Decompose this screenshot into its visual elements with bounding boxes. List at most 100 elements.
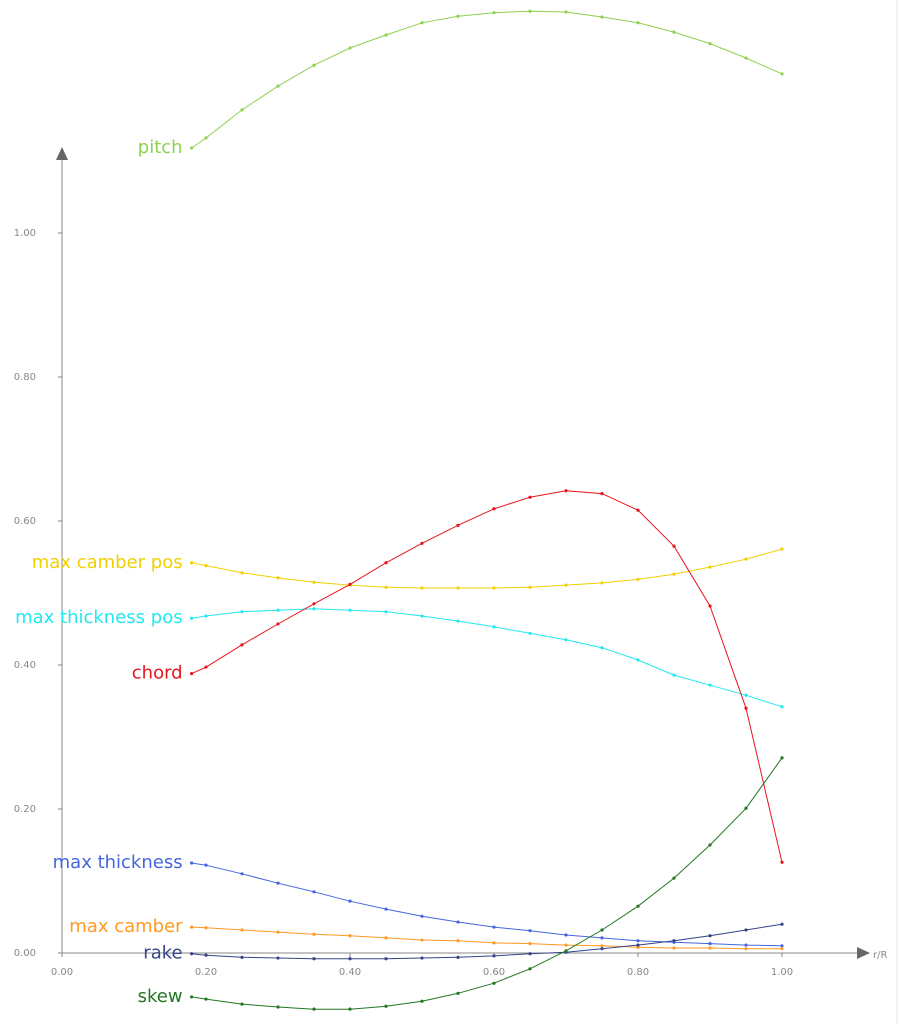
point xyxy=(492,941,496,945)
point xyxy=(204,863,208,867)
y-tick-label: 0.00 xyxy=(14,948,36,959)
point xyxy=(708,946,712,950)
point xyxy=(420,956,424,960)
y-axis-arrow xyxy=(56,147,68,160)
point xyxy=(636,21,640,25)
x-axis-arrow xyxy=(857,947,870,959)
point xyxy=(276,930,280,934)
point xyxy=(780,756,784,760)
point xyxy=(744,928,748,932)
point xyxy=(708,604,712,608)
point xyxy=(204,136,208,140)
x-tick-label: 0.80 xyxy=(627,967,649,978)
point xyxy=(276,1005,280,1009)
series-label: rake xyxy=(143,943,182,964)
point xyxy=(600,646,604,650)
point xyxy=(190,861,194,865)
point xyxy=(190,561,194,565)
point xyxy=(420,21,424,25)
series-line xyxy=(191,548,783,589)
point xyxy=(564,933,568,937)
point xyxy=(190,925,194,929)
point xyxy=(348,46,352,50)
point xyxy=(600,936,604,940)
point xyxy=(456,586,460,590)
x-tick-label: 0.40 xyxy=(339,967,361,978)
point xyxy=(420,541,424,545)
point xyxy=(492,625,496,629)
point xyxy=(600,15,604,19)
series-line xyxy=(191,10,783,149)
point xyxy=(492,925,496,929)
point xyxy=(384,610,388,614)
x-tick-label: 0.60 xyxy=(483,967,505,978)
point xyxy=(456,955,460,959)
x-tick-label: 0.20 xyxy=(195,967,217,978)
point xyxy=(312,607,316,611)
point xyxy=(190,952,194,956)
point xyxy=(348,934,352,938)
point xyxy=(528,929,532,933)
point xyxy=(528,967,532,971)
point xyxy=(744,706,748,710)
point xyxy=(672,946,676,950)
point xyxy=(744,806,748,810)
point xyxy=(312,890,316,894)
point xyxy=(744,947,748,951)
point xyxy=(528,952,532,956)
point xyxy=(564,489,568,493)
point xyxy=(672,876,676,880)
point xyxy=(708,565,712,569)
x-tick-label: 1.00 xyxy=(771,967,793,978)
point xyxy=(744,943,748,947)
point xyxy=(780,705,784,709)
y-tick-label: 1.00 xyxy=(14,228,36,239)
point xyxy=(528,9,532,13)
point xyxy=(384,936,388,940)
point xyxy=(190,995,194,999)
point xyxy=(672,30,676,34)
point xyxy=(240,1002,244,1006)
point xyxy=(600,581,604,585)
series-line xyxy=(191,926,782,950)
point xyxy=(348,582,352,586)
point xyxy=(456,939,460,943)
series-line xyxy=(191,757,783,1010)
point xyxy=(348,1007,352,1011)
point xyxy=(276,84,280,88)
point xyxy=(528,631,532,635)
point xyxy=(564,943,568,947)
point xyxy=(456,14,460,18)
point xyxy=(780,947,784,951)
point xyxy=(492,981,496,985)
point xyxy=(780,72,784,76)
point xyxy=(312,580,316,584)
point xyxy=(240,571,244,575)
point xyxy=(240,955,244,959)
point xyxy=(456,523,460,527)
series-label: max thickness xyxy=(53,852,183,873)
point xyxy=(384,561,388,565)
point xyxy=(384,585,388,589)
series-line xyxy=(191,862,783,947)
series-label: max camber xyxy=(69,916,183,937)
series-label: max camber pos xyxy=(32,552,183,573)
point xyxy=(528,585,532,589)
point xyxy=(384,33,388,37)
point xyxy=(708,942,712,946)
point xyxy=(240,872,244,876)
point xyxy=(600,928,604,932)
point xyxy=(492,954,496,958)
point xyxy=(276,576,280,580)
point xyxy=(204,665,208,669)
point xyxy=(600,944,604,948)
point xyxy=(672,673,676,677)
point xyxy=(492,507,496,511)
y-tick-label: 0.60 xyxy=(14,516,36,527)
y-tick-label: 0.80 xyxy=(14,372,36,383)
point xyxy=(672,939,676,943)
point xyxy=(528,942,532,946)
point xyxy=(564,949,568,953)
point xyxy=(780,944,784,948)
